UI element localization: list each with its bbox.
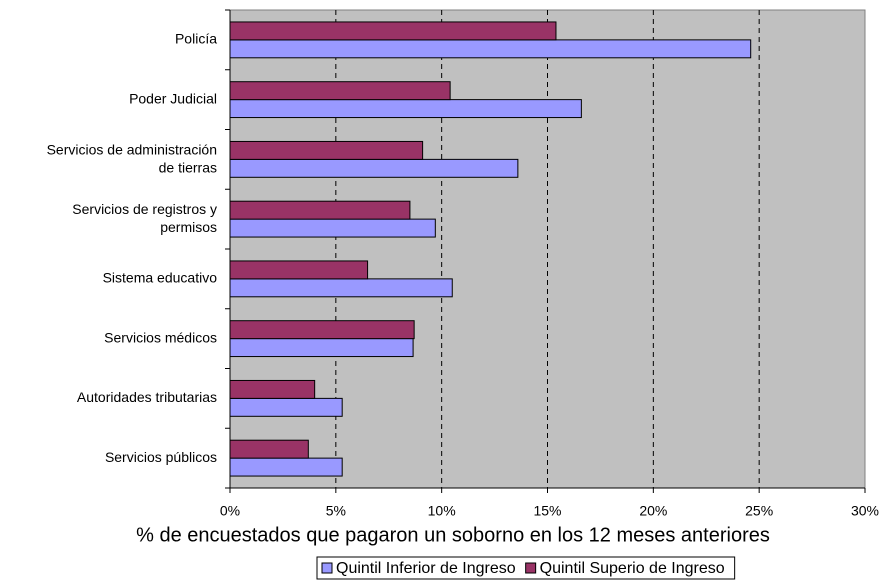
x-tick-label: 5%	[326, 503, 346, 519]
y-tick-label: Servicios médicos	[104, 329, 217, 345]
bar	[229, 200, 411, 220]
y-tick-label: Servicios de administración de tierras	[47, 141, 217, 175]
x-tick-label: 10%	[428, 503, 456, 519]
x-tick-label: 15%	[533, 503, 561, 519]
bar	[229, 278, 453, 298]
bar	[229, 379, 316, 399]
y-tick-label: Servicios públicos	[105, 449, 217, 465]
legend-label: Quintil Inferior de Ingreso	[336, 560, 516, 577]
legend-swatch	[321, 562, 333, 574]
y-tick-label: Sistema educativo	[103, 270, 218, 286]
x-tick-label: 20%	[639, 503, 667, 519]
x-axis-title: % de encuestados que pagaron un soborno …	[136, 524, 770, 546]
bar	[229, 397, 343, 417]
legend-swatch	[525, 562, 537, 574]
bar	[229, 218, 436, 238]
x-tick-label: 0%	[220, 503, 240, 519]
x-tick-label: 30%	[851, 503, 879, 519]
bar	[229, 260, 369, 280]
bar	[229, 457, 343, 477]
y-tick-label: Poder Judicial	[129, 90, 217, 106]
bar	[229, 39, 752, 59]
bar	[229, 158, 519, 178]
bar	[229, 81, 451, 101]
y-tick-label: Servicios de registros y permisos	[72, 201, 217, 235]
y-tick-label: Policía	[175, 31, 217, 47]
legend-label: Quintil Superio de Ingreso	[540, 560, 725, 577]
y-tick-label: Autoridades tributarias	[77, 389, 217, 405]
bar	[229, 320, 415, 340]
bar	[229, 140, 424, 160]
bar	[229, 439, 309, 459]
bar	[229, 21, 557, 41]
x-tick-label: 25%	[745, 503, 773, 519]
bar	[229, 338, 414, 358]
bar	[229, 99, 582, 119]
